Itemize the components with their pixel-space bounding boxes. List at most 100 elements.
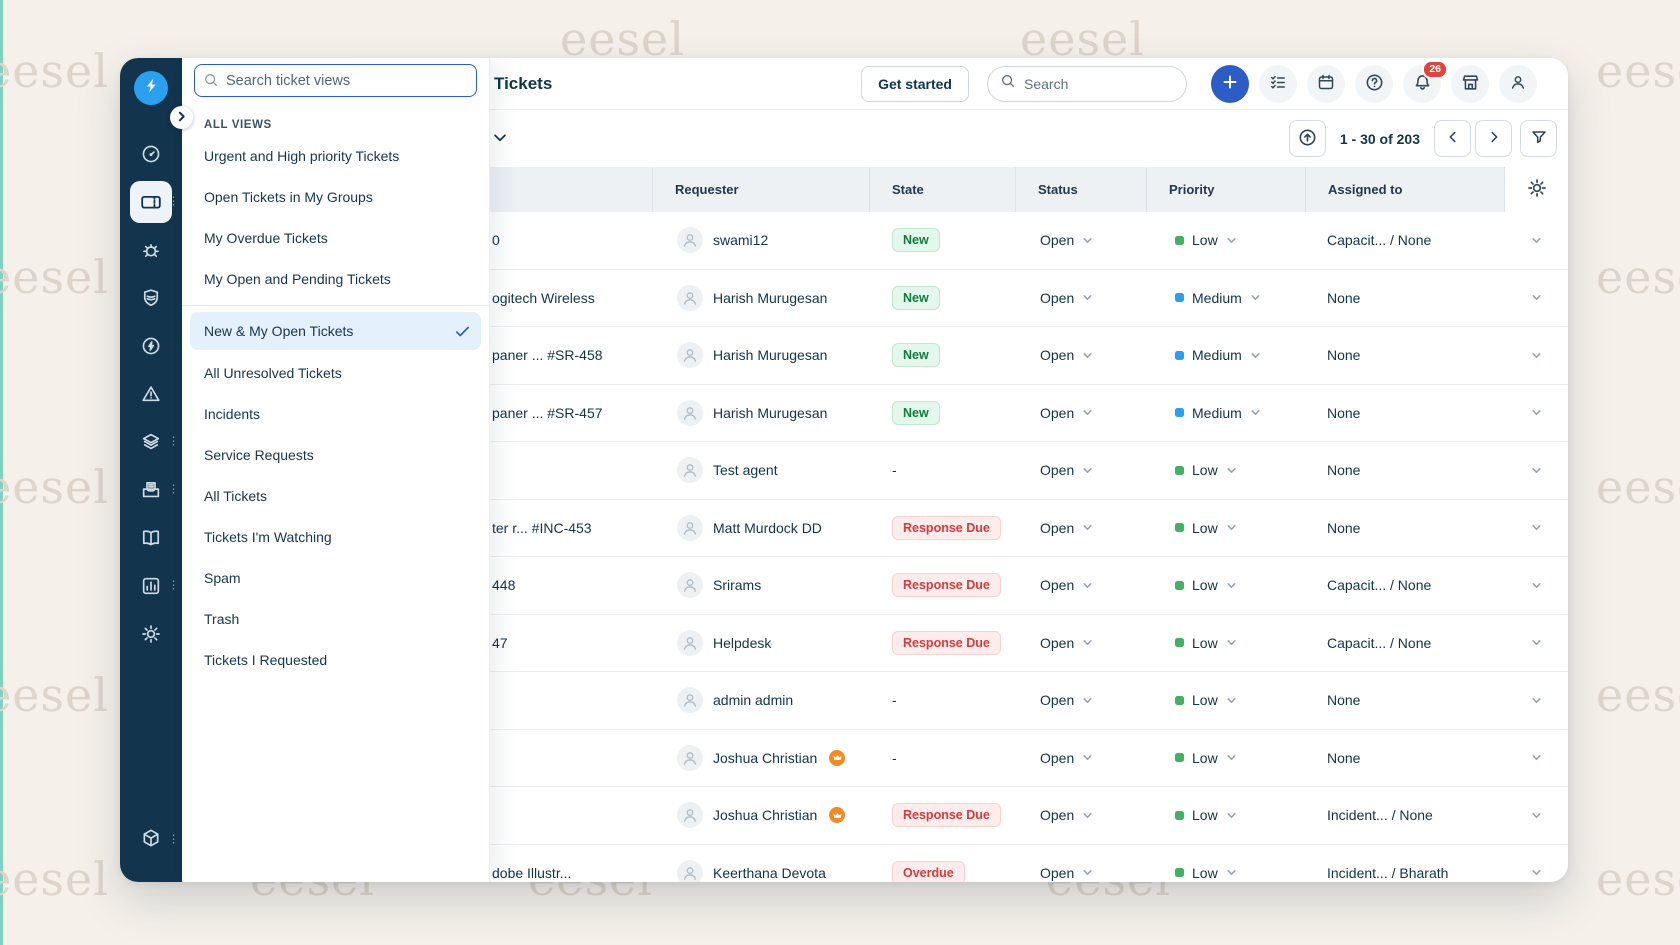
bolt-circle-icon bbox=[141, 336, 161, 356]
row-expand-button[interactable] bbox=[1505, 292, 1568, 303]
table-settings-button[interactable] bbox=[1505, 167, 1568, 212]
sidebar-item-bug[interactable] bbox=[120, 226, 182, 274]
sidebar-item-automation[interactable] bbox=[120, 322, 182, 370]
sidebar-item-dashboard[interactable] bbox=[120, 130, 182, 178]
priority-dropdown[interactable]: Medium bbox=[1147, 290, 1306, 306]
state-cell: New bbox=[870, 400, 1016, 425]
sidebar-item-knowledge[interactable] bbox=[120, 514, 182, 562]
view-item[interactable]: My Open and Pending Tickets bbox=[182, 258, 489, 299]
view-item[interactable]: Spam bbox=[182, 557, 489, 598]
marketplace-button[interactable] bbox=[1451, 64, 1489, 103]
chevron-down-icon bbox=[1531, 637, 1542, 648]
status-dropdown[interactable]: Open bbox=[1016, 807, 1147, 823]
more-menu-dots[interactable]: ⋮ bbox=[168, 435, 179, 448]
sidebar-item-analytics[interactable]: ⋮ bbox=[120, 562, 182, 610]
status-dropdown[interactable]: Open bbox=[1016, 290, 1147, 306]
view-item[interactable]: Incidents bbox=[182, 393, 489, 434]
row-expand-button[interactable] bbox=[1505, 752, 1568, 763]
row-expand-button[interactable] bbox=[1505, 867, 1568, 878]
row-expand-button[interactable] bbox=[1505, 810, 1568, 821]
plus-icon bbox=[1221, 73, 1239, 94]
priority-dropdown[interactable]: Low bbox=[1147, 520, 1306, 536]
get-started-button[interactable]: Get started bbox=[861, 65, 969, 102]
view-item-label: Open Tickets in My Groups bbox=[204, 188, 373, 205]
row-expand-button[interactable] bbox=[1505, 637, 1568, 648]
sidebar-item-settings[interactable] bbox=[120, 610, 182, 658]
column-header-requester: Requester bbox=[653, 167, 870, 212]
global-search-input[interactable] bbox=[1024, 75, 1164, 92]
more-menu-dots[interactable]: ⋮ bbox=[168, 579, 179, 592]
global-search[interactable] bbox=[987, 65, 1187, 102]
status-dropdown[interactable]: Open bbox=[1016, 232, 1147, 248]
priority-dropdown[interactable]: Low bbox=[1147, 577, 1306, 593]
ticket-subject: dobe Illustr... bbox=[492, 864, 572, 881]
status-dropdown[interactable]: Open bbox=[1016, 462, 1147, 478]
help-button[interactable] bbox=[1355, 64, 1393, 103]
row-expand-button[interactable] bbox=[1505, 235, 1568, 246]
sidebar-item-tickets[interactable]: ⋮ bbox=[120, 178, 182, 226]
view-item[interactable]: Urgent and High priority Tickets bbox=[182, 135, 489, 176]
sidebar-item-assets[interactable]: ⋮ bbox=[120, 418, 182, 466]
row-expand-button[interactable] bbox=[1505, 580, 1568, 591]
priority-dropdown[interactable]: Low bbox=[1147, 692, 1306, 708]
view-item-label: Tickets I Requested bbox=[204, 651, 328, 668]
status-dropdown[interactable]: Open bbox=[1016, 520, 1147, 536]
app-logo[interactable] bbox=[134, 71, 168, 105]
more-menu-dots[interactable]: ⋮ bbox=[168, 483, 179, 496]
calendar-button[interactable] bbox=[1307, 64, 1345, 103]
chevron-down-icon bbox=[1250, 292, 1261, 303]
view-item[interactable]: All Tickets bbox=[182, 475, 489, 516]
next-page-button[interactable] bbox=[1475, 120, 1512, 157]
status-dropdown[interactable]: Open bbox=[1016, 692, 1147, 708]
view-item[interactable]: Tickets I'm Watching bbox=[182, 516, 489, 557]
notifications-button[interactable]: 26 bbox=[1403, 59, 1448, 103]
priority-dropdown[interactable]: Low bbox=[1147, 635, 1306, 651]
priority-dropdown[interactable]: Low bbox=[1147, 750, 1306, 766]
status-dropdown[interactable]: Open bbox=[1016, 347, 1147, 363]
todo-button[interactable] bbox=[1259, 64, 1297, 103]
filter-button[interactable] bbox=[1520, 120, 1557, 157]
status-dropdown[interactable]: Open bbox=[1016, 405, 1147, 421]
view-search-input[interactable] bbox=[194, 64, 477, 97]
row-expand-button[interactable] bbox=[1505, 465, 1568, 476]
sidebar-item-alerts[interactable] bbox=[120, 370, 182, 418]
priority-dropdown[interactable]: Medium bbox=[1147, 405, 1306, 421]
export-button[interactable] bbox=[1288, 120, 1326, 157]
view-item[interactable]: All Unresolved Tickets bbox=[182, 352, 489, 393]
sidebar-expand-button[interactable] bbox=[170, 106, 193, 129]
sidebar-item-shield[interactable] bbox=[120, 274, 182, 322]
priority-dropdown[interactable]: Low bbox=[1147, 232, 1306, 248]
view-selector-chevron-icon[interactable] bbox=[492, 130, 508, 151]
row-expand-button[interactable] bbox=[1505, 695, 1568, 706]
sidebar-item-documents[interactable]: ⋮ bbox=[120, 466, 182, 514]
eesel-watermark: eesel bbox=[1596, 44, 1680, 98]
priority-dropdown[interactable]: Low bbox=[1147, 865, 1306, 881]
view-item[interactable]: My Overdue Tickets bbox=[182, 217, 489, 258]
prev-page-button[interactable] bbox=[1434, 120, 1471, 157]
more-menu-dots[interactable]: ⋮ bbox=[168, 833, 179, 846]
sidebar-item-packages[interactable]: ⋮ bbox=[120, 820, 182, 860]
status-dropdown[interactable]: Open bbox=[1016, 750, 1147, 766]
row-expand-button[interactable] bbox=[1505, 522, 1568, 533]
row-expand-button[interactable] bbox=[1505, 407, 1568, 418]
view-item[interactable]: Tickets I Requested bbox=[182, 639, 489, 680]
more-menu-dots[interactable]: ⋮ bbox=[168, 195, 179, 208]
new-ticket-button[interactable] bbox=[1211, 64, 1249, 103]
view-item-label: All Tickets bbox=[204, 487, 268, 504]
priority-dropdown[interactable]: Medium bbox=[1147, 347, 1306, 363]
row-expand-button[interactable] bbox=[1505, 350, 1568, 361]
view-item[interactable]: New & My Open Tickets bbox=[190, 312, 481, 350]
status-dropdown[interactable]: Open bbox=[1016, 865, 1147, 881]
view-item[interactable]: Service Requests bbox=[182, 434, 489, 475]
view-item[interactable]: Open Tickets in My Groups bbox=[182, 176, 489, 217]
priority-dropdown[interactable]: Low bbox=[1147, 807, 1306, 823]
crown-badge-icon bbox=[829, 807, 846, 824]
status-value: Open bbox=[1040, 807, 1075, 824]
status-dropdown[interactable]: Open bbox=[1016, 635, 1147, 651]
priority-dropdown[interactable]: Low bbox=[1147, 462, 1306, 478]
profile-button[interactable] bbox=[1499, 64, 1537, 103]
priority-value: Low bbox=[1192, 519, 1218, 536]
status-dropdown[interactable]: Open bbox=[1016, 577, 1147, 593]
priority-value: Low bbox=[1192, 634, 1218, 651]
view-item[interactable]: Trash bbox=[182, 598, 489, 639]
